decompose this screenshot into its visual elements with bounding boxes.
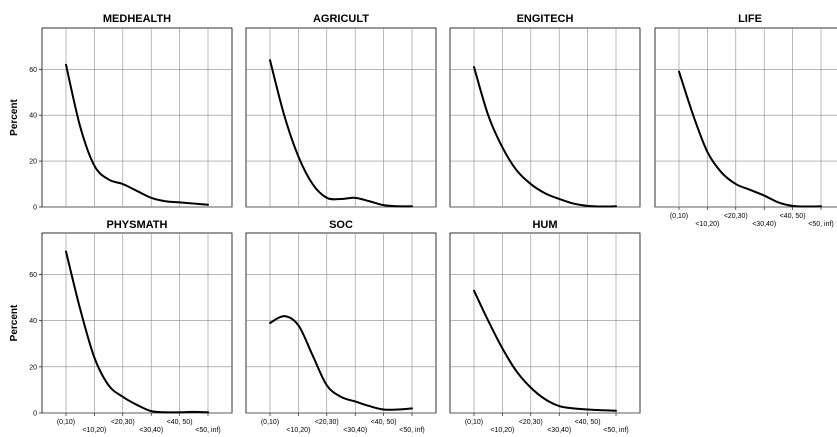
panel-frame: [245, 232, 437, 414]
x-tick-label: <30,40): [547, 427, 571, 434]
series-line: [473, 66, 617, 208]
x-tick-label: <50, inf): [195, 427, 221, 434]
y-tick-label: 40: [29, 113, 37, 120]
panel-life: LIFE (0,10) <10,20) <20,30) <30,40) <40, 50)<…: [654, 13, 837, 228]
panel-frame: [449, 27, 641, 208]
panel-agricult: AGRICULT: [245, 13, 437, 208]
x-tick-label: <20,30): [315, 419, 339, 426]
panel-title: LIFE: [738, 13, 762, 25]
panel-physmath: PHYSMATH 0 20 40 60 Percent (0,10) <10,20) <20,3…: [9, 219, 233, 434]
x-tick-label: <10,20): [82, 427, 106, 434]
x-tick-label: <30,40): [139, 427, 163, 434]
panel-title: AGRICULT: [313, 13, 369, 25]
x-tick-label: <50, inf): [399, 427, 425, 434]
y-tick-label: 20: [29, 159, 37, 166]
series-line: [473, 289, 617, 412]
panel-frame: [449, 232, 641, 414]
x-tick-label: <40, 50): [780, 213, 806, 220]
x-tick-label: <40, 50): [575, 419, 601, 426]
x-tick-label: (0,10): [670, 213, 688, 220]
x-tick-label: <10,20): [286, 427, 310, 434]
x-tick-label: <10,20): [490, 427, 514, 434]
x-tick-label: <20,30): [724, 213, 748, 220]
x-tick-label: <50, inf): [603, 427, 629, 434]
y-tick-label: 20: [29, 364, 37, 371]
y-tick-label: 60: [29, 272, 37, 279]
panel-frame: [245, 27, 437, 208]
panel-title: MEDHEALTH: [103, 13, 171, 25]
x-tick-label: <30,40): [752, 221, 776, 228]
series-line: [65, 250, 209, 414]
panel-title: PHYSMATH: [107, 219, 168, 231]
series-line: [269, 59, 413, 208]
y-tick-label: 0: [33, 205, 37, 212]
y-tick-label: 60: [29, 67, 37, 74]
x-tick-label: (0,10): [57, 419, 75, 426]
x-tick-label: <50, inf): [808, 221, 834, 228]
y-axis-label: Percent: [9, 98, 20, 135]
panel-frame: [41, 232, 233, 414]
panel-hum: HUM (0,10) <10,20) <20,30) <30,40) <40, 50)<5…: [449, 219, 641, 434]
x-tick-label: <20,30): [519, 419, 543, 426]
panel-soc: SOC (0,10) <10,20) <20,30) <30,40) <40, 50)<5…: [245, 219, 437, 434]
x-tick-label: <20,30): [111, 419, 135, 426]
x-tick-label: (0,10): [465, 419, 483, 426]
y-tick-label: 40: [29, 318, 37, 325]
y-tick-label: 0: [33, 411, 37, 418]
panel-engitech: ENGITECH: [449, 13, 641, 208]
panel-frame: [41, 27, 233, 208]
x-tick-label: <40, 50): [371, 419, 397, 426]
panel-title: SOC: [329, 219, 353, 231]
series-line: [678, 70, 822, 208]
y-axis-label: Percent: [9, 304, 20, 341]
panel-frame: [654, 27, 837, 208]
series-line: [269, 315, 413, 411]
panel-title: HUM: [532, 219, 557, 231]
x-tick-label: <30,40): [343, 427, 367, 434]
x-tick-label: (0,10): [261, 419, 279, 426]
panel-medhealth: MEDHEALTH 0 20 40 60 Percent: [9, 13, 233, 212]
series-line: [65, 63, 209, 206]
x-tick-label: <10,20): [695, 221, 719, 228]
x-tick-label: <40, 50): [167, 419, 193, 426]
panel-title: ENGITECH: [517, 13, 574, 25]
